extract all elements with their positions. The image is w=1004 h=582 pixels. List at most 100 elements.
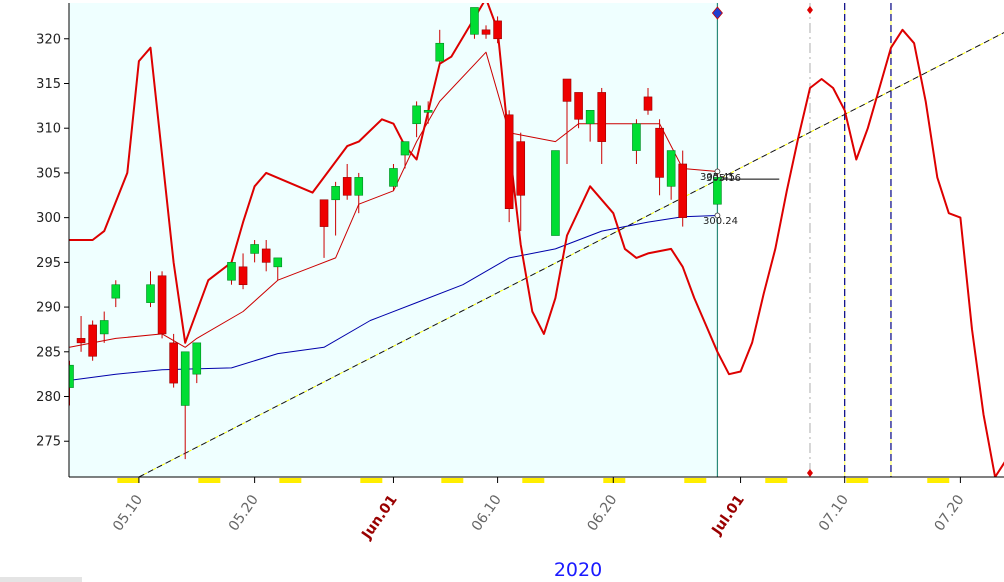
candle-body	[643, 96, 653, 111]
candle	[678, 150, 688, 227]
candle	[423, 101, 433, 124]
candle-body	[574, 92, 583, 120]
weekend-marker	[522, 478, 545, 483]
candle-body	[146, 284, 155, 303]
x-tick-label: 05.20	[226, 492, 262, 534]
candle	[169, 333, 178, 388]
candle-body	[493, 20, 502, 40]
candle	[643, 87, 653, 115]
x-tick-label: 07.20	[932, 492, 968, 534]
trend-line	[138, 32, 1004, 477]
candle	[551, 150, 560, 236]
candle-body	[192, 342, 202, 375]
y-tick-label: 305	[36, 166, 61, 181]
weekend-markers	[117, 478, 950, 483]
candle	[342, 163, 352, 200]
y-tick-label: 285	[36, 345, 61, 360]
plot-layer	[69, 3, 1004, 477]
candle	[146, 271, 155, 308]
candle-body	[261, 248, 271, 263]
forecast-marker-top	[806, 6, 813, 14]
candle	[632, 119, 641, 164]
candle	[504, 110, 514, 223]
weekend-marker	[360, 478, 383, 483]
y-tick-label: 280	[36, 390, 61, 405]
candle-body	[342, 177, 352, 196]
candle	[516, 132, 526, 232]
weekend-marker	[117, 478, 140, 483]
candle-body	[435, 42, 445, 62]
annotation-305-16: 305.16	[706, 173, 741, 184]
y-axis: 275 280 285 290 295 300 305 310 315 320	[36, 32, 69, 450]
weekend-marker	[846, 478, 869, 483]
candle	[713, 168, 722, 205]
candle	[574, 92, 583, 129]
candle-body	[389, 168, 398, 187]
x-tick-label: 05.10	[110, 492, 146, 534]
y-tick-label: 275	[36, 435, 61, 450]
weekend-marker	[441, 478, 464, 483]
candle	[412, 101, 421, 138]
candle-body	[655, 127, 664, 178]
forecast-marker-bottom	[806, 469, 813, 477]
candle	[180, 351, 190, 460]
candle-body	[551, 150, 560, 236]
candle-body	[504, 114, 514, 209]
year-label: 2020	[554, 559, 602, 581]
candle-body	[180, 351, 190, 406]
x-axis: 05.10 05.20 Jun.01 06.10 06.20 Jul.01 07.10 07.…	[110, 477, 968, 543]
candle-body	[238, 266, 248, 286]
candle-body	[585, 110, 595, 125]
candle-body	[319, 199, 329, 227]
candle	[400, 141, 410, 169]
candle-body	[250, 244, 259, 254]
candle	[319, 199, 329, 258]
candle-body	[597, 92, 607, 142]
price-annotations: 305.45 305.16 300.24	[700, 172, 741, 227]
candle	[331, 181, 340, 236]
candle-body	[400, 141, 410, 156]
markers	[711, 6, 813, 477]
candle-body	[412, 105, 421, 125]
weekend-marker	[927, 478, 950, 483]
candle-body	[157, 275, 167, 335]
y-tick-label: 315	[36, 77, 61, 92]
candle	[481, 25, 491, 39]
candle	[493, 16, 502, 44]
series-end-marker	[714, 212, 721, 219]
candle-body	[470, 7, 479, 35]
candle	[354, 172, 364, 214]
candle-body	[111, 284, 121, 299]
bottom-scrollbar-track[interactable]	[0, 577, 82, 582]
x-tick-label: Jul.01	[708, 492, 747, 539]
history-end-marker	[711, 6, 723, 20]
candle	[88, 320, 97, 361]
candle	[227, 262, 236, 285]
series-end-marker	[714, 168, 721, 175]
candle-body	[678, 163, 688, 218]
y-tick-label: 300	[36, 211, 61, 226]
series-line-3	[69, 3, 1004, 477]
candle-body	[273, 257, 283, 268]
weekend-marker	[765, 478, 788, 483]
x-tick-label: 07.10	[816, 492, 852, 534]
candle	[655, 119, 664, 196]
candle	[99, 311, 109, 343]
weekend-marker	[279, 478, 302, 483]
candle	[250, 240, 259, 263]
candle	[666, 150, 676, 200]
candle-body	[76, 338, 86, 344]
y-tick-label: 295	[36, 256, 61, 271]
candle-body	[99, 320, 109, 335]
candle	[273, 257, 283, 281]
x-tick-label: 06.20	[584, 492, 620, 534]
y-tick-label: 290	[36, 301, 61, 316]
candle-body	[632, 123, 641, 151]
weekend-marker	[198, 478, 221, 483]
trend-line-accent	[138, 32, 1004, 477]
candle-body	[713, 177, 722, 205]
candle	[585, 110, 595, 142]
candle-body	[516, 141, 526, 196]
candle	[389, 163, 398, 191]
